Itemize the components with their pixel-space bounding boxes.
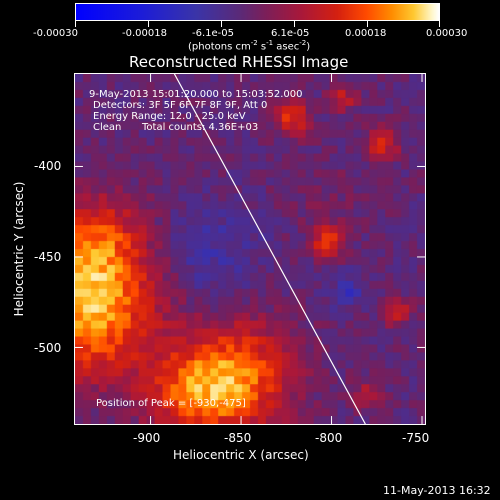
info-energy: Energy Range: 12.0 - 25.0 keV bbox=[93, 111, 246, 122]
info-detectors: Detectors: 3F 5F 6F 7F 8F 9F, Att 0 bbox=[93, 100, 268, 111]
image-frame: 9-May-2013 15:01:20.000 to 15:03:52.000 … bbox=[74, 73, 426, 425]
x-tick-label: -850 bbox=[224, 431, 252, 445]
colorbar-units: (photons cm-2 s-1 asec-2) bbox=[188, 39, 311, 53]
plot-title: Reconstructed RHESSI Image bbox=[129, 53, 349, 71]
colorbar-tick-label: 0.00018 bbox=[345, 28, 387, 39]
colorbar-tick-label: -0.00030 bbox=[33, 28, 78, 39]
info-peak-position: Position of Peak = [-930,-475] bbox=[96, 398, 246, 409]
limb-overlay bbox=[75, 74, 425, 424]
colorbar-ticks bbox=[75, 21, 440, 27]
x-axis-title: Heliocentric X (arcsec) bbox=[173, 448, 309, 462]
y-tick-label: -450 bbox=[34, 250, 62, 264]
y-axis-title: Heliocentric Y (arcsec) bbox=[12, 181, 26, 317]
x-tick-label: -800 bbox=[315, 431, 343, 445]
y-tick-label: -400 bbox=[34, 159, 62, 173]
colorbar-tick-label: 0.00030 bbox=[426, 28, 468, 39]
info-total-counts: Total counts: 4.36E+03 bbox=[142, 122, 259, 133]
x-tick-label: -750 bbox=[402, 431, 430, 445]
info-clean: Clean bbox=[93, 122, 122, 133]
solar-image bbox=[75, 74, 425, 424]
colorbar-tick-label: 6.1e-05 bbox=[271, 28, 310, 39]
info-time-range: 9-May-2013 15:01:20.000 to 15:03:52.000 bbox=[89, 89, 303, 100]
y-tick-label: -500 bbox=[34, 341, 62, 355]
generated-timestamp: 11-May-2013 16:32 bbox=[383, 484, 491, 497]
x-tick-label: -900 bbox=[133, 431, 161, 445]
colorbar-tick-label: -6.1e-05 bbox=[192, 28, 234, 39]
solar-limb-line bbox=[173, 74, 366, 424]
colorbar-tick-label: -0.00018 bbox=[122, 28, 167, 39]
colorbar bbox=[75, 3, 440, 21]
